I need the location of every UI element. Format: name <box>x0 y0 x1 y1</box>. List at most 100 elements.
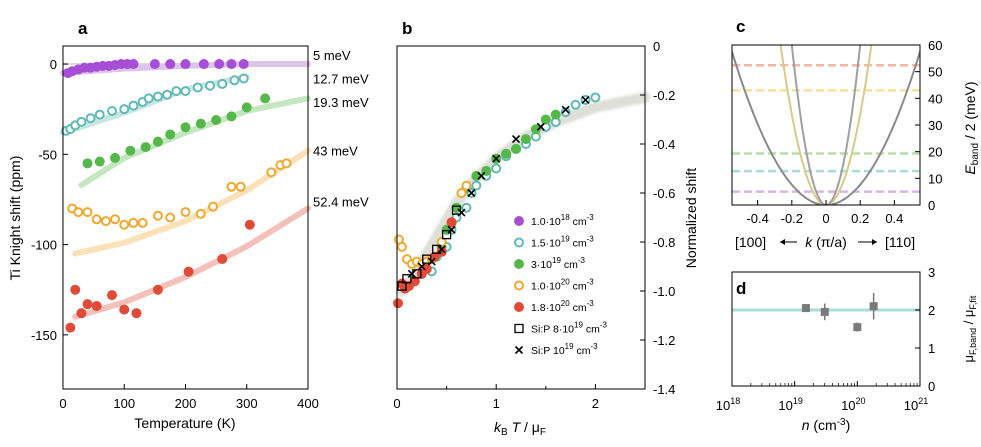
panel-b-legend-marker <box>514 280 524 291</box>
panel-a-point <box>125 145 136 156</box>
panel-b-point <box>407 269 416 278</box>
panel-b-point <box>520 134 531 145</box>
panel-b-point <box>409 276 420 287</box>
panel-a-fit-curve-4 <box>72 205 311 320</box>
panel-d-xtick-label: 1020 <box>841 396 865 413</box>
panel-b-point <box>397 281 407 291</box>
panel-a-point <box>128 100 139 111</box>
panel-a-point <box>208 201 219 212</box>
panel-b-point <box>451 205 462 215</box>
panel-b-ylabel: Normalized shift <box>683 168 699 268</box>
panel-b-ytick-label: -0.8 <box>653 235 675 250</box>
panel-c-ytick-label: 0 <box>928 198 935 213</box>
panel-d-label: d <box>736 279 746 298</box>
panel-a-xtick-label: 0 <box>59 396 66 411</box>
panel-c-ytick-label: 60 <box>928 38 942 53</box>
panel-a-point <box>180 122 191 133</box>
panel-b-ytick-label: -1.4 <box>653 382 675 397</box>
panel-b-ytick-label: -1.2 <box>653 333 675 348</box>
panel-b-xtick-label: 0 <box>393 396 400 411</box>
panel-c-ytick-label: 40 <box>928 91 942 106</box>
panel-a-point <box>100 216 111 227</box>
panel-a-point <box>260 93 271 104</box>
panel-a-point <box>143 93 154 104</box>
panel-a-point <box>171 86 182 97</box>
panel-b-ytick-label: -0.2 <box>653 88 675 103</box>
panel-c-xtick-label: 0.4 <box>885 211 903 226</box>
panel-c-ylabel: Eband / 2 (meV) <box>962 81 981 174</box>
panel-a-point <box>192 82 203 93</box>
panel-a-curve-label: 12.7 meV <box>313 71 369 86</box>
panel-a-point <box>165 59 176 70</box>
panel-b-point <box>536 122 545 131</box>
panel-a-point <box>214 59 225 70</box>
panel-a-fit-curve-3 <box>72 147 311 257</box>
panel-a-point <box>152 136 163 147</box>
panel-d-frame <box>731 271 921 387</box>
panel-a-point <box>76 308 87 319</box>
panel-c-direction-left: [100] <box>735 234 766 250</box>
panel-d-xlabel: n (cm-3) <box>802 417 851 433</box>
panel-d-point <box>820 307 829 316</box>
panel-c-ytick-label: 30 <box>928 118 942 133</box>
panel-a-ytick-label: -100 <box>31 238 57 253</box>
panel-b-ytick-label: -0.4 <box>653 137 675 152</box>
panel-b-point <box>447 225 456 234</box>
panel-b-ytick-label: 0 <box>653 39 660 54</box>
panel-b-point <box>530 124 541 135</box>
panel-a-point <box>82 158 93 169</box>
panel-a-point <box>137 217 148 228</box>
panel-a-xlabel: Temperature (K) <box>134 415 235 431</box>
panel-a-point <box>180 207 191 218</box>
panel-d-ytick-label: 3 <box>928 265 935 280</box>
panel-b-legend-marker <box>514 237 524 248</box>
panel-a-point <box>238 73 249 84</box>
panel-b-point <box>461 180 472 191</box>
panel-b-point <box>429 251 440 262</box>
panel-b-point <box>550 109 561 120</box>
panel-a-data-points <box>61 59 292 333</box>
panel-b-legend-marker <box>514 323 524 334</box>
panel-b-legend-marker <box>514 302 524 312</box>
panel-b-legend-marker <box>514 216 524 226</box>
panel-a-point <box>110 214 121 225</box>
panel-a-point <box>152 210 163 221</box>
panel-c-band-curve <box>732 51 920 205</box>
panel-a-point <box>119 304 130 315</box>
panel-b-point <box>590 92 601 103</box>
panel-a-point <box>107 105 117 116</box>
panel-a-point <box>226 111 237 122</box>
panel-a-point <box>226 181 237 192</box>
panel-a-point <box>235 181 246 192</box>
panel-a-ytick-label: -150 <box>31 328 57 343</box>
panel-b-legend: 1.0·1018​ cm-3​ 1.5·1019​ cm-3​ 3·1019​ cm… <box>514 213 607 357</box>
panel-a-point <box>140 142 151 153</box>
panel-a: a 0 100 200 300 400 0 -50 -100 -150 5 meV 12.7 me… <box>7 19 369 431</box>
panel-b-point <box>446 217 457 228</box>
panel-b-legend-marker <box>514 259 524 269</box>
panel-c-left-arrow-head <box>780 239 785 245</box>
panel-c-xtick-label: 0.2 <box>851 211 869 226</box>
panel-b-legend-label: Si:P 8·1019​ cm-3​ <box>531 321 607 336</box>
panel-c-xlabel: k (π/a) <box>805 234 847 250</box>
panel-a-point <box>195 208 206 219</box>
panel-b-point <box>501 148 512 159</box>
panel-a-point <box>281 158 292 169</box>
panel-a-xtick-label: 300 <box>236 396 258 411</box>
panel-b-legend-label: Si:P 1019​ cm-3​ <box>531 342 598 357</box>
panel-b-point <box>581 95 590 104</box>
panel-b-point <box>436 237 447 247</box>
panel-b-point <box>511 135 521 144</box>
panel-a-point <box>94 156 105 167</box>
panel-a-point <box>149 59 160 70</box>
panel-a-point <box>110 152 121 163</box>
panel-d-point <box>869 302 878 311</box>
panel-a-point <box>244 219 255 230</box>
panel-b-point <box>396 241 407 252</box>
panel-a-fit-curve-2 <box>78 95 311 189</box>
panel-b-frame <box>396 45 646 390</box>
panel-a-ylabel: Ti Knight shift (ppm) <box>7 156 23 281</box>
panel-c-ytick-label: 10 <box>928 171 942 186</box>
